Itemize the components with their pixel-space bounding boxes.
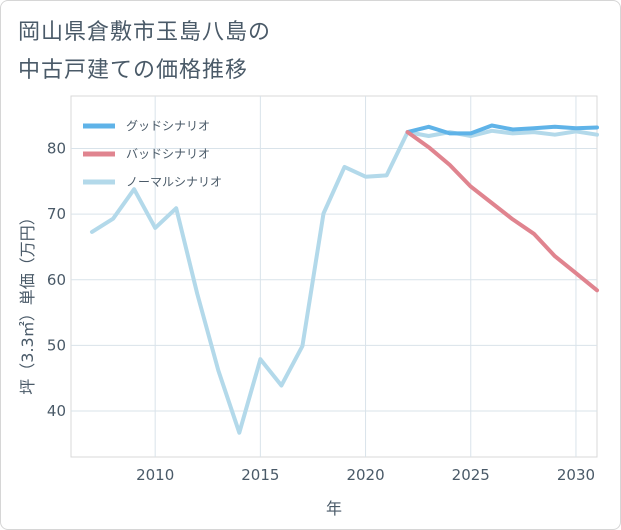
title-line-2: 中古戸建ての価格推移: [18, 58, 249, 83]
series-line-2: [90, 128, 599, 435]
grid-lines: [71, 96, 597, 457]
y-tick-40: 40: [47, 402, 66, 420]
legend-label-1: バッドシナリオ: [126, 147, 210, 161]
x-tick-2020: 2020: [346, 466, 384, 484]
x-tick-2030: 2030: [557, 466, 595, 484]
x-axis-label: 年: [326, 499, 342, 518]
x-tick-2015: 2015: [241, 466, 279, 484]
x-tick-2025: 2025: [452, 466, 490, 484]
y-axis-label: 坪（3.3㎡）単価（万円）: [18, 209, 37, 394]
series-line-1: [405, 130, 599, 293]
series-lines: [90, 123, 599, 435]
legend-label-2: ノーマルシナリオ: [126, 175, 222, 189]
x-tick-2010: 2010: [136, 466, 174, 484]
y-tick-60: 60: [47, 271, 66, 289]
chart-title: 岡山県倉敷市玉島八島の 中古戸建ての価格推移: [18, 14, 578, 90]
plot-area: [70, 95, 598, 458]
y-tick-50: 50: [47, 336, 66, 354]
y-tick-labels: 40 50 60 70 80: [47, 140, 66, 421]
y-tick-70: 70: [47, 205, 66, 223]
title-line-1: 岡山県倉敷市玉島八島の: [18, 20, 272, 45]
legend-label-0: グッドシナリオ: [126, 119, 210, 133]
x-tick-labels: 2010 2015 2020 2025 2030: [136, 466, 595, 484]
y-tick-80: 80: [47, 140, 66, 158]
series-line-0: [405, 123, 599, 136]
